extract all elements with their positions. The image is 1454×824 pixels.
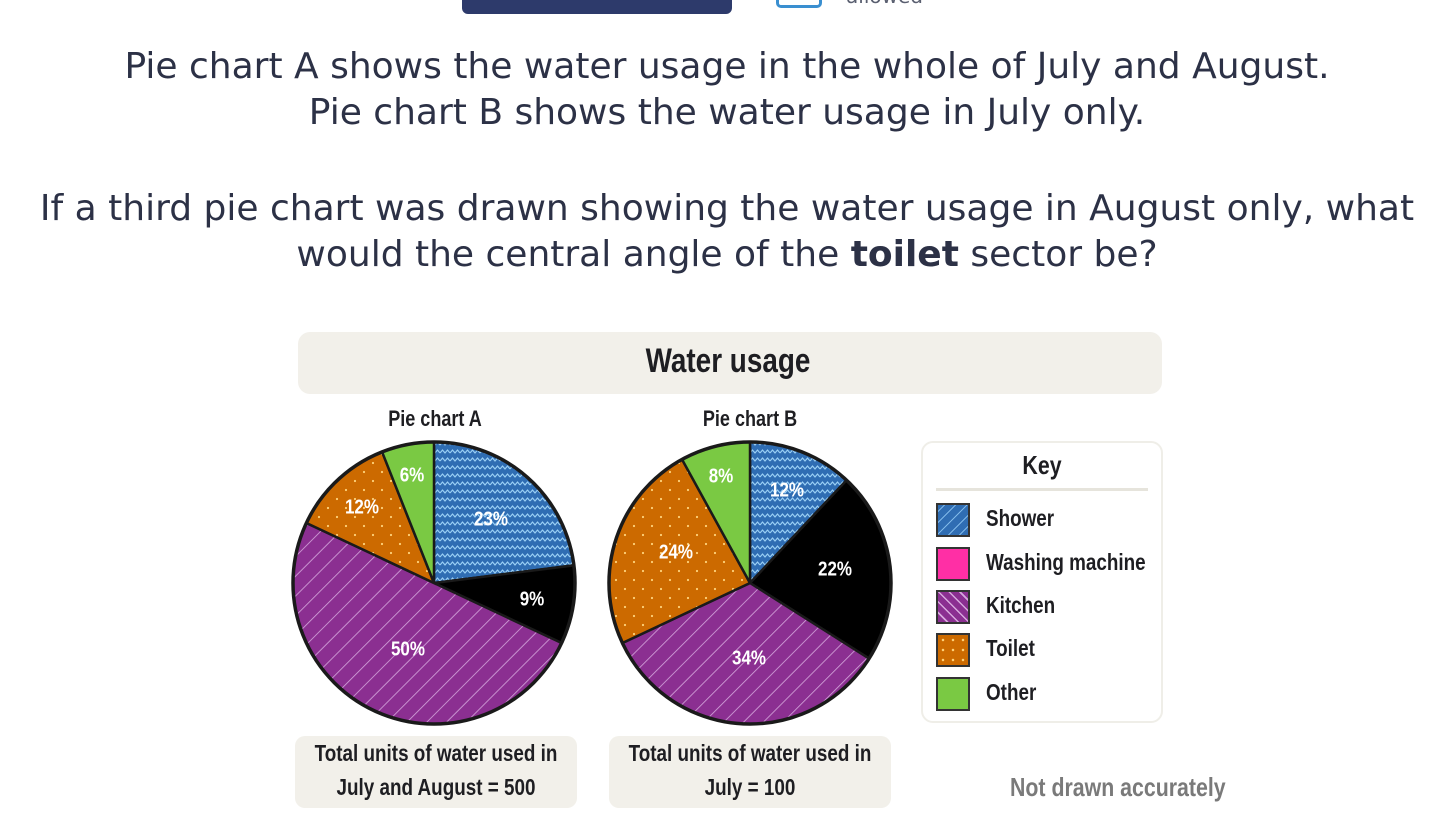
key-label-washing-machine: Washing machine: [986, 549, 1146, 575]
pie-a-label-kitchen: 50%: [391, 637, 425, 660]
pie-b-label-kitchen: 34%: [732, 646, 766, 669]
key-label-other: Other: [986, 679, 1037, 705]
figure-title-panel: [298, 332, 1162, 394]
key-label-toilet: Toilet: [986, 635, 1035, 661]
pie-a-title: Pie chart A: [388, 406, 482, 431]
pie-b-label-toilet: 24%: [659, 540, 693, 563]
key-swatch-toilet: [936, 633, 970, 667]
key-swatch-shower: [936, 503, 970, 537]
key-swatch-kitchen: [936, 590, 970, 624]
pie-chart-a: 23% 9% 50% 12% 6%: [291, 440, 577, 726]
top-banner: [462, 0, 732, 14]
question-line-4: would the central angle of the toilet se…: [0, 232, 1454, 278]
pie-b-outline: [607, 440, 893, 726]
key-title: Key: [1022, 450, 1062, 480]
pie-a-label-other: 6%: [400, 463, 425, 486]
pie-a-outline: [291, 440, 577, 726]
calculator-icon: [776, 0, 822, 8]
pie-a-label-shower: 23%: [474, 507, 508, 530]
question-line-3: If a third pie chart was drawn showing t…: [39, 188, 1415, 229]
not-drawn-accurately-note: Not drawn accurately: [1010, 772, 1226, 802]
key-label-kitchen: Kitchen: [986, 592, 1056, 618]
pie-a-label-toilet: 12%: [345, 495, 379, 518]
key-swatch-washing-machine: [936, 547, 970, 581]
pie-b-label-washing-machine: 22%: [818, 557, 852, 580]
total-b-line-2: July = 100: [704, 774, 796, 800]
question-line-1: Pie chart A shows the water usage in the…: [124, 46, 1330, 87]
question-line-2: Pie chart B shows the water usage in Jul…: [308, 92, 1146, 133]
key-divider: [936, 488, 1148, 491]
calculator-allowed-label: allowed: [846, 0, 923, 8]
total-b-line-1: Total units of water used in: [628, 740, 872, 766]
total-a-line-1: Total units of water used in: [314, 740, 558, 766]
total-a-line-2: July and August = 500: [336, 774, 536, 800]
figure-title: Water usage: [645, 342, 811, 380]
pie-a-label-washing-machine: 9%: [520, 587, 545, 610]
pie-chart-b: 12% 22% 34% 24% 8%: [607, 440, 893, 726]
pie-b-title: Pie chart B: [702, 406, 798, 431]
question-text: would the central angle of the: [296, 234, 851, 275]
pie-b-label-other: 8%: [709, 464, 734, 487]
total-a-panel: [295, 736, 577, 808]
question-emphasis: toilet: [850, 234, 959, 275]
key-swatch-other: [936, 677, 970, 711]
key-label-shower: Shower: [986, 505, 1055, 531]
question-text-end: sector be?: [958, 234, 1158, 275]
pie-b-label-shower: 12%: [770, 478, 804, 501]
total-b-panel: [609, 736, 891, 808]
